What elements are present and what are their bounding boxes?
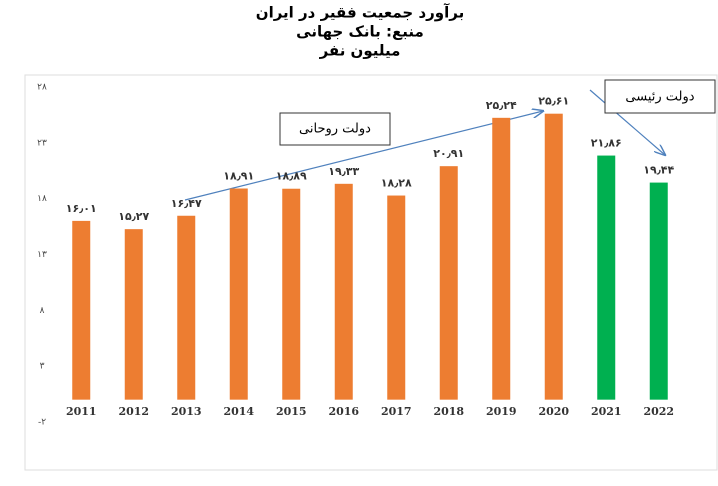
x-tick-label: 2022 [643,405,674,418]
value-label: ۱۸٫۹۱ [223,170,254,183]
y-tick-label: ۱۳ [37,250,47,260]
value-label: ۲۰٫۹۱ [433,147,464,160]
bar [387,195,406,400]
bar [597,155,616,400]
y-tick-label: ۳ [40,362,45,372]
x-tick-label: 2021 [591,405,622,418]
chart-subtitle: منبع: بانک جهانی [296,23,424,41]
bar [544,113,563,400]
y-tick-label: ۸ [40,306,45,316]
x-tick-label: 2017 [381,405,412,418]
annotation-box [279,112,391,146]
x-tick-label: 2018 [433,405,464,418]
y-tick-label: ۲۳ [37,138,47,148]
chart-title: برآورد جمعیت فقیر در ایران [256,4,464,22]
arrow [589,89,665,155]
bar [439,166,458,400]
x-tick-label: 2019 [486,405,517,418]
value-label: ۱۵٫۲۷ [118,210,149,223]
annotation: دولت رئیسی [625,90,694,105]
x-tick-label: 2012 [118,405,149,418]
value-label: ۲۱٫۸۶ [591,137,622,150]
bar [649,182,668,400]
y-tick-label: -۲ [38,418,46,428]
value-label: ۱۹٫۴۴ [643,164,674,177]
bar [334,183,353,400]
x-tick-label: 2011 [66,405,97,418]
x-tick-label: 2013 [171,405,202,418]
annotation-box [604,79,716,114]
annotation: دولت روحانی [299,122,371,137]
bar [72,220,91,400]
value-label: ۲۵٫۲۴ [486,99,517,112]
value-label: ۱۸٫۲۸ [381,177,412,190]
x-tick-label: 2015 [276,405,307,418]
bar [177,215,196,400]
plot-frame [24,74,718,471]
value-label: ۱۹٫۳۳ [328,165,359,178]
value-label: ۱۶٫۴۷ [171,197,202,210]
x-tick-label: 2020 [538,405,569,418]
bar [492,117,511,400]
x-tick-label: 2016 [328,405,359,418]
bar [229,188,248,400]
value-label: ۲۵٫۶۱ [538,95,569,108]
arrow [184,111,543,201]
bar [282,188,301,400]
x-tick-label: 2014 [223,405,254,418]
bar [124,229,143,400]
value-label: ۱۶٫۰۱ [66,202,97,215]
y-tick-label: ۱۸ [37,194,47,204]
value-label: ۱۸٫۸۹ [276,170,307,183]
y-tick-label: ۲۸ [37,83,47,93]
unit-label: میلیون نفر [319,42,401,60]
